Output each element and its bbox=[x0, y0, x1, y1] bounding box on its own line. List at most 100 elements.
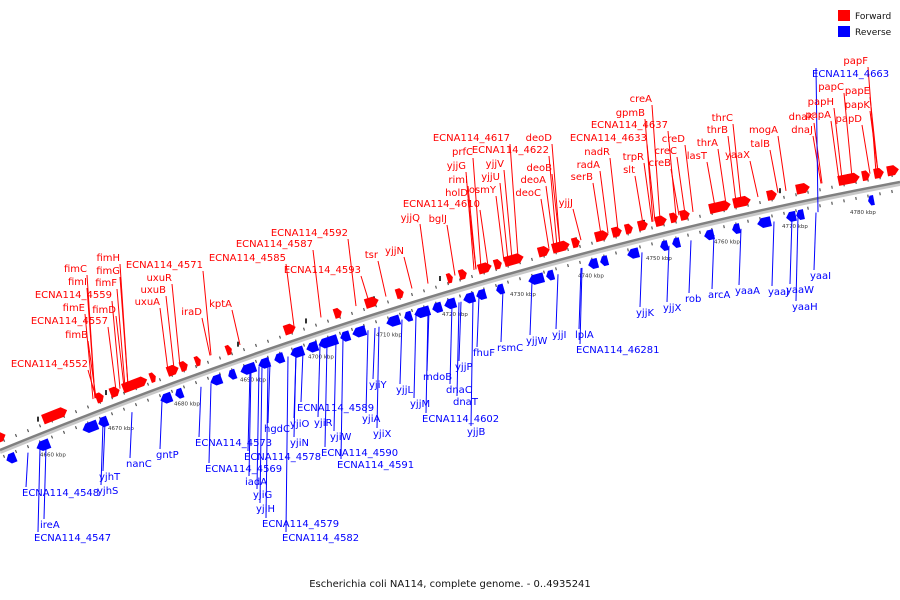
gene-label-uxur: uxuR bbox=[146, 273, 172, 284]
leader-line-ecna114-4578 bbox=[247, 369, 251, 452]
gene-label-serb: serB bbox=[571, 172, 593, 183]
gene-label-lpla: lplA bbox=[575, 330, 594, 341]
gene-label-deoc: deoC bbox=[515, 188, 541, 199]
leader-line-fimc bbox=[86, 274, 96, 399]
leader-line-irea bbox=[43, 445, 47, 520]
legend-reverse-swatch bbox=[838, 26, 850, 37]
gene-label-yaai: yaaI bbox=[810, 271, 831, 282]
reverse-gene-arrow bbox=[228, 368, 238, 380]
gene-label-yjjj: yjjJ bbox=[559, 198, 573, 209]
minor-tick bbox=[242, 347, 246, 352]
gene-label-talb: talB bbox=[750, 139, 770, 150]
leader-line-yjjg bbox=[465, 171, 475, 270]
major-tick bbox=[439, 275, 441, 281]
forward-gene-arrow bbox=[766, 189, 777, 201]
leader-line-hgdc bbox=[267, 362, 271, 424]
leader-line-yjig bbox=[256, 366, 260, 490]
gene-label-ecna114-4582: ECNA114_4582 bbox=[282, 533, 359, 544]
gene-label-rada: radA bbox=[577, 160, 601, 171]
leader-line-yjhs bbox=[100, 423, 104, 486]
minor-tick bbox=[146, 398, 150, 402]
gene-label-yjjg: yjjG bbox=[447, 161, 466, 172]
minor-tick bbox=[507, 280, 509, 284]
minor-tick bbox=[350, 311, 354, 315]
gene-label-deob: deoB bbox=[527, 163, 553, 174]
minor-tick bbox=[891, 189, 893, 194]
gene-label-dnac: dnaC bbox=[446, 385, 472, 396]
reverse-gene-arrow bbox=[175, 387, 185, 399]
forward-gene-arrow bbox=[668, 212, 678, 224]
minor-tick bbox=[158, 394, 162, 398]
leader-line-ecna114-4587 bbox=[312, 249, 322, 318]
gene-label-gntp: gntP bbox=[156, 450, 179, 461]
reverse-gene-arrow bbox=[82, 419, 100, 433]
gene-label-iada: iadA bbox=[245, 477, 267, 488]
forward-gene-arrow bbox=[636, 220, 648, 232]
leader-line-deoc bbox=[540, 198, 550, 249]
leader-line-yjjx bbox=[666, 245, 670, 303]
gene-label-yjjw: yjjW bbox=[526, 336, 547, 347]
gene-label-ecna114-4547: ECNA114_4547 bbox=[34, 533, 111, 544]
kbp-tick-label: 4720 kbp bbox=[442, 312, 468, 318]
gene-label-creb: creB bbox=[649, 158, 672, 169]
gene-label-uxua: uxuA bbox=[135, 297, 161, 308]
minor-tick bbox=[831, 201, 833, 205]
gene-label-yjir: yjiR bbox=[314, 418, 332, 429]
minor-tick bbox=[795, 209, 797, 213]
gene-label-ecna114-4559: ECNA114_4559 bbox=[35, 290, 112, 301]
minor-tick bbox=[194, 380, 198, 385]
minor-tick bbox=[182, 385, 186, 389]
gene-label-deod: deoD bbox=[526, 133, 553, 144]
label-leader-lines bbox=[25, 66, 879, 533]
leader-line-creb bbox=[670, 168, 680, 216]
minor-tick bbox=[230, 352, 234, 356]
minor-tick bbox=[206, 376, 210, 380]
major-tick bbox=[305, 318, 307, 324]
reverse-gene-arrow bbox=[36, 438, 52, 452]
gene-label-dnaj: dnaJ bbox=[791, 125, 813, 136]
minor-tick bbox=[74, 410, 78, 414]
kbp-tick-label: 4680 kbp bbox=[174, 401, 200, 407]
gene-label-ecna114-4593: ECNA114_4593 bbox=[284, 265, 361, 276]
gene-label-ecna114-4590: ECNA114_4590 bbox=[321, 448, 398, 459]
forward-gene-arrow bbox=[678, 209, 690, 221]
forward-gene-arrow bbox=[108, 386, 120, 399]
leader-line-yjht bbox=[102, 422, 106, 472]
minor-tick bbox=[26, 445, 30, 449]
reverse-gene-arrow bbox=[414, 305, 432, 319]
gene-label-yjjm: yjjM bbox=[410, 399, 430, 410]
gene-label-moga: mogA bbox=[749, 125, 778, 136]
minor-tick bbox=[615, 251, 617, 255]
leader-line-deod bbox=[551, 143, 561, 246]
leader-line-yaaa bbox=[738, 228, 742, 286]
leader-line-ecna114-4617 bbox=[509, 143, 519, 258]
leader-line-yjir bbox=[317, 345, 321, 418]
gene-label-uxub: uxuB bbox=[141, 285, 167, 296]
leader-line-ecna114-4548 bbox=[25, 452, 29, 488]
gene-label-papk: papK bbox=[845, 100, 871, 111]
minor-tick bbox=[26, 429, 30, 433]
minor-tick bbox=[567, 247, 569, 252]
genome-caption: Escherichia coli NA114, complete genome.… bbox=[309, 579, 591, 590]
reverse-gene-arrow bbox=[352, 325, 368, 338]
gene-label-thrb: thrB bbox=[707, 125, 728, 136]
forward-gene-arrow bbox=[570, 237, 580, 249]
legend-forward-label: Forward bbox=[855, 12, 891, 22]
minor-tick bbox=[723, 225, 725, 229]
gene-label-ecna114-4589: ECNA114_4589 bbox=[297, 403, 374, 414]
reverse-gene-arrow bbox=[796, 209, 805, 220]
forward-gene-arrow bbox=[795, 182, 810, 195]
gene-label-fime: fimE bbox=[63, 303, 85, 314]
leader-line-paph bbox=[833, 107, 843, 180]
leader-line-yjin bbox=[293, 353, 297, 438]
gene-label-pape: papE bbox=[845, 86, 870, 97]
forward-gene-arrow bbox=[165, 364, 179, 377]
gene-label-yjio: yjiO bbox=[290, 419, 309, 430]
minor-tick bbox=[867, 194, 869, 198]
minor-tick bbox=[374, 320, 378, 324]
leader-line-fhuf bbox=[476, 296, 480, 348]
leader-line-trpr bbox=[643, 162, 653, 222]
gene-label-yjix: yjiX bbox=[373, 429, 391, 440]
leader-line-ecna114-4569 bbox=[208, 383, 212, 464]
gene-label-yaaw: yaaW bbox=[786, 285, 814, 296]
